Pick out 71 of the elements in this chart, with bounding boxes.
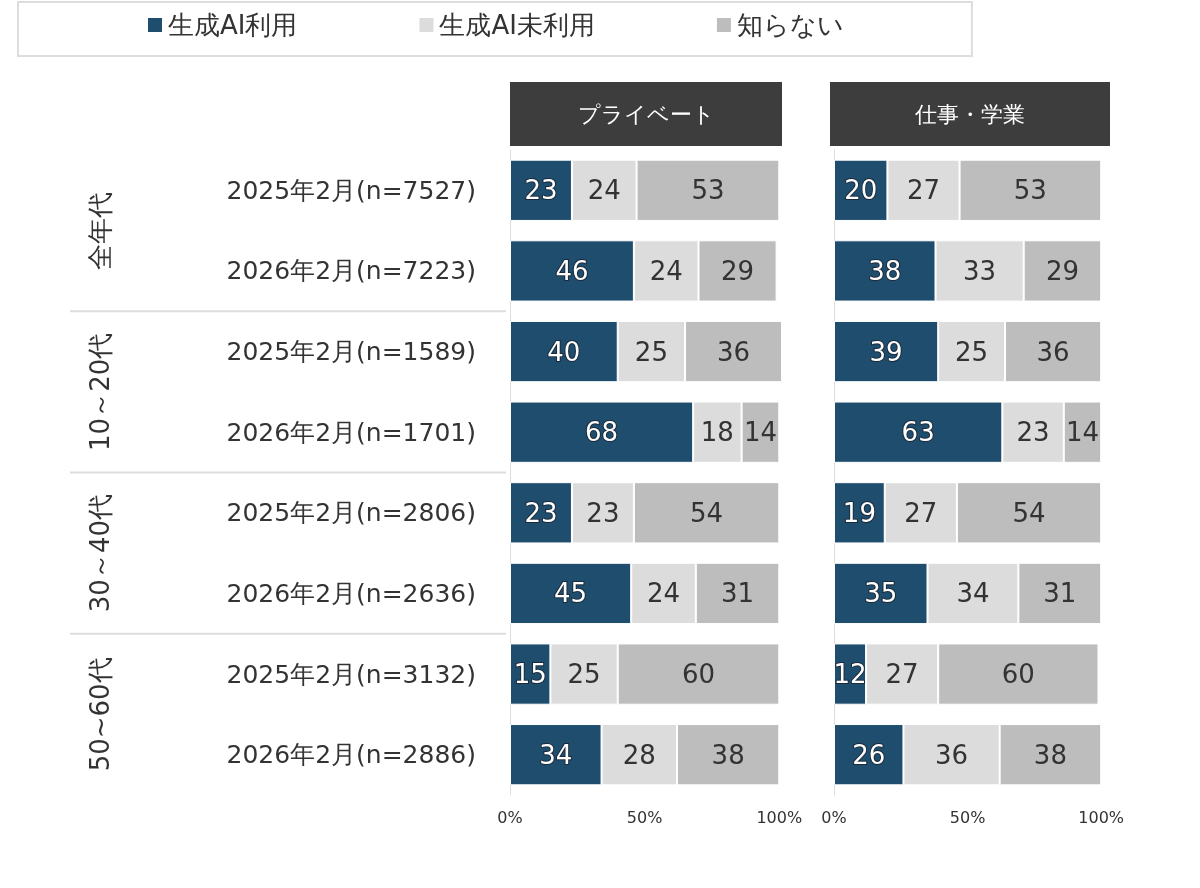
data-label: 54 bbox=[1012, 497, 1046, 528]
data-label: 28 bbox=[622, 739, 656, 770]
data-label: 31 bbox=[721, 578, 755, 609]
legend-label: 生成AI未利用 bbox=[439, 10, 595, 40]
data-label: 33 bbox=[963, 255, 997, 286]
data-label: 38 bbox=[1033, 739, 1067, 770]
data-label: 15 bbox=[513, 659, 547, 690]
data-label: 24 bbox=[587, 175, 621, 206]
data-label: 24 bbox=[649, 255, 683, 286]
data-label: 35 bbox=[864, 578, 898, 609]
y-tick-label: 2026年2月(n=7223) bbox=[226, 256, 476, 286]
y-tick-label: 2025年2月(n=2806) bbox=[226, 498, 476, 528]
data-label: 25 bbox=[634, 336, 668, 367]
data-label: 25 bbox=[955, 336, 989, 367]
chart-title: 仕事・学業 bbox=[914, 101, 1025, 127]
data-label: 20 bbox=[844, 175, 878, 206]
data-label: 54 bbox=[690, 497, 724, 528]
data-label: 40 bbox=[547, 336, 581, 367]
data-label: 24 bbox=[646, 578, 681, 609]
data-label: 39 bbox=[869, 336, 903, 367]
data-label: 12 bbox=[833, 659, 867, 690]
data-label: 34 bbox=[539, 739, 573, 770]
x-tick-label: 100% bbox=[756, 807, 803, 827]
text: 30～40代 bbox=[85, 494, 115, 613]
x-tick-label: 0% bbox=[497, 807, 523, 827]
legend-label: 生成AI利用 bbox=[168, 10, 298, 40]
y-tick-label: 2026年2月(n=1701) bbox=[226, 417, 476, 447]
data-label: 27 bbox=[904, 497, 938, 528]
data-label: 23 bbox=[1016, 417, 1050, 448]
y-tick-label: 2026年2月(n=2886) bbox=[226, 740, 476, 770]
text: 50~60代 bbox=[85, 657, 115, 772]
data-label: 29 bbox=[1045, 255, 1079, 286]
data-label: 36 bbox=[935, 739, 969, 770]
x-tick-label: 100% bbox=[1078, 807, 1125, 827]
data-label: 23 bbox=[586, 497, 620, 528]
data-label: 25 bbox=[567, 659, 601, 690]
data-label: 34 bbox=[956, 578, 990, 609]
data-label: 53 bbox=[1013, 175, 1047, 206]
legend-label: 知らない bbox=[736, 10, 844, 40]
data-label: 46 bbox=[555, 255, 589, 286]
data-label: 27 bbox=[885, 659, 919, 690]
data-label: 23 bbox=[524, 497, 558, 528]
data-label: 53 bbox=[691, 175, 725, 206]
data-label: 18 bbox=[700, 417, 734, 448]
data-label: 23 bbox=[524, 175, 558, 206]
y-tick-label: 2025年2月(n=1589) bbox=[226, 337, 476, 367]
data-label: 36 bbox=[716, 336, 751, 367]
data-label: 29 bbox=[721, 255, 755, 286]
data-label: 38 bbox=[711, 739, 745, 770]
data-label: 31 bbox=[1043, 578, 1077, 609]
x-tick-label: 50% bbox=[626, 807, 663, 827]
data-label: 60 bbox=[681, 659, 716, 690]
data-label: 26 bbox=[852, 739, 886, 770]
data-label: 60 bbox=[1001, 659, 1035, 690]
data-label: 19 bbox=[842, 497, 876, 528]
y-tick-label: 2025年2月(n=7527) bbox=[226, 175, 476, 205]
y-tick-label: 2025年2月(n=3132) bbox=[226, 659, 476, 689]
chart-title: プライベート bbox=[577, 101, 715, 127]
data-label: 14 bbox=[1065, 417, 1100, 448]
text: 10～20代 bbox=[85, 332, 115, 451]
data-label: 68 bbox=[585, 417, 619, 448]
data-label: 38 bbox=[868, 255, 902, 286]
data-label: 36 bbox=[1036, 336, 1070, 367]
data-label: 45 bbox=[554, 578, 588, 609]
x-tick-label: 0% bbox=[821, 807, 847, 827]
text: 全年代 bbox=[85, 191, 115, 270]
data-label: 27 bbox=[906, 175, 941, 206]
data-label: 63 bbox=[901, 417, 935, 448]
data-label: 14 bbox=[743, 417, 777, 448]
x-tick-label: 50% bbox=[949, 807, 986, 827]
y-tick-label: 2026年2月(n=2636) bbox=[226, 578, 476, 608]
